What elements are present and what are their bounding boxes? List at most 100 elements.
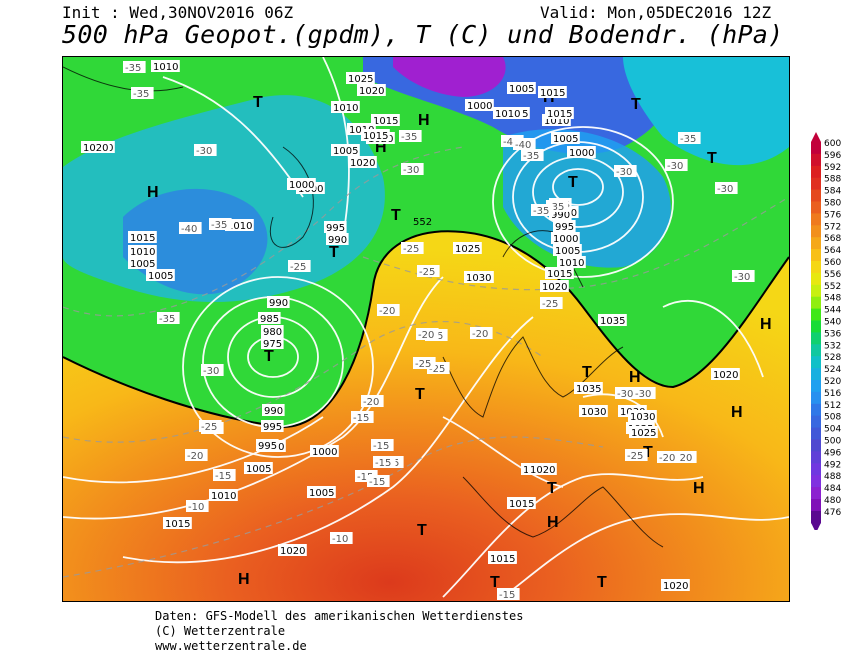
legend-level-label: 492 [824,460,841,470]
cold-core-north [393,57,506,97]
svg-text:-25: -25 [290,262,306,273]
svg-text:1010: 1010 [130,247,155,258]
svg-text:-40: -40 [503,137,519,148]
temperature-label: -15 [351,411,374,424]
svg-text:1015: 1015 [540,88,565,99]
low-symbol: T [391,207,401,224]
copyright-text: (C) Wetterzentrale [155,624,286,638]
temperature-label: -35 [531,204,554,217]
legend-level-label: 528 [824,353,841,363]
legend-level-label: 584 [824,187,841,197]
svg-text:1020: 1020 [663,581,688,592]
legend-level-label: 548 [824,294,841,304]
pressure-label: 1020 [711,368,740,381]
map-canvas: 552 H H H H H H H H H H H T T T T T T T … [63,57,789,601]
svg-text:1005: 1005 [309,488,334,499]
high-symbol: H [238,571,250,588]
pressure-label: 1005 [307,486,336,499]
pressure-label: 1000 [567,146,596,159]
svg-text:1010: 1010 [153,62,178,73]
svg-text:1020: 1020 [83,143,108,154]
footer-credits: Daten: GFS-Modell des amerikanischen Wet… [155,609,523,654]
pressure-label: 995 [324,221,347,234]
temperature-label: -30 [715,182,738,195]
temperature-label: -25 [288,260,311,273]
cold-pool-northeast [623,57,789,166]
legend-level-label: 588 [824,175,841,185]
svg-text:-15: -15 [375,458,391,469]
low-symbol: T [547,480,557,497]
pressure-label: 1015 [545,107,574,120]
svg-text:1015: 1015 [547,109,572,120]
pressure-label: 1035 [598,314,627,327]
legend-level-label: 580 [824,199,841,209]
svg-text:-25: -25 [627,451,643,462]
temperature-label: -30 [732,270,755,283]
temperature-label: -40 [179,222,202,235]
svg-text:1010: 1010 [495,109,520,120]
temperature-label: -10 [186,500,209,513]
svg-text:1025: 1025 [348,74,373,85]
chart-title: 500 hPa Geopot.(gpdm), T (C) und Bodendr… [62,20,784,49]
pressure-label: 1015 [371,114,400,127]
legend-swatch [811,284,821,298]
temperature-labels: -35-30-35-40-35-35-40-35-30-35-30-30-25-… [123,61,755,601]
svg-text:1010: 1010 [544,116,569,127]
cold-core-west [123,188,268,295]
legend-swatch [811,237,821,250]
svg-text:1030: 1030 [581,407,606,418]
pressure-label: 1010 [128,245,157,258]
high-symbol: H [693,480,705,497]
legend-swatch [811,272,821,286]
temperature-label: -35 [399,130,422,143]
temperature-label: -15 [371,439,394,452]
legend-level-label: 480 [824,496,841,506]
low-symbol: T [417,522,427,539]
svg-text:1035: 1035 [576,384,601,395]
svg-text:1000: 1000 [467,101,492,112]
legend-swatch [811,510,821,524]
svg-text:1030: 1030 [630,412,655,423]
pressure-label: 1020 [528,463,557,476]
legend-swatch [811,439,821,452]
high-symbol: H [629,369,641,386]
svg-text:-15: -15 [357,472,373,483]
legend-level-label: 536 [824,329,841,339]
pressure-label: 1020 [357,84,386,97]
pressure-label: 995 [256,439,279,452]
svg-text:-20: -20 [676,453,692,464]
svg-text:1015: 1015 [547,269,572,280]
svg-text:1020: 1020 [542,282,567,293]
svg-text:1015: 1015 [130,233,155,244]
temperature-label: -15 [367,475,390,488]
legend-level-label: 476 [824,508,841,518]
pressure-label: 1005 [331,144,360,157]
svg-text:1010: 1010 [559,258,584,269]
legend-swatch [811,261,821,274]
pressure-label: 1005 [553,244,582,257]
pressure-label: 1020 [348,156,377,169]
legend-swatch [811,189,821,202]
temperature-label: -30 [665,159,688,172]
temperature-label: -30 [201,364,224,377]
high-symbol: H [760,316,772,333]
legend-level-label: 600 [824,139,841,149]
svg-text:995: 995 [263,422,282,433]
temperature-label: -20 [361,395,384,408]
legend-level-label: 552 [824,282,841,292]
svg-text:-20: -20 [363,397,379,408]
low-symbol: T [582,364,592,381]
temperature-label: -35 [157,312,180,325]
svg-text:1005: 1005 [555,246,580,257]
legend-swatch [811,391,821,405]
legend-level-label: 516 [824,389,841,399]
svg-text:-25: -25 [201,422,217,433]
temperature-label: -25 [413,357,436,370]
pressure-label: 995 [261,420,284,433]
high-symbol: H [731,404,743,421]
svg-text:-30: -30 [616,167,632,178]
pressure-label: 1025 [629,426,658,439]
svg-text:1020: 1020 [530,465,555,476]
low-symbol: T [490,574,500,591]
legend-swatch [811,177,821,191]
